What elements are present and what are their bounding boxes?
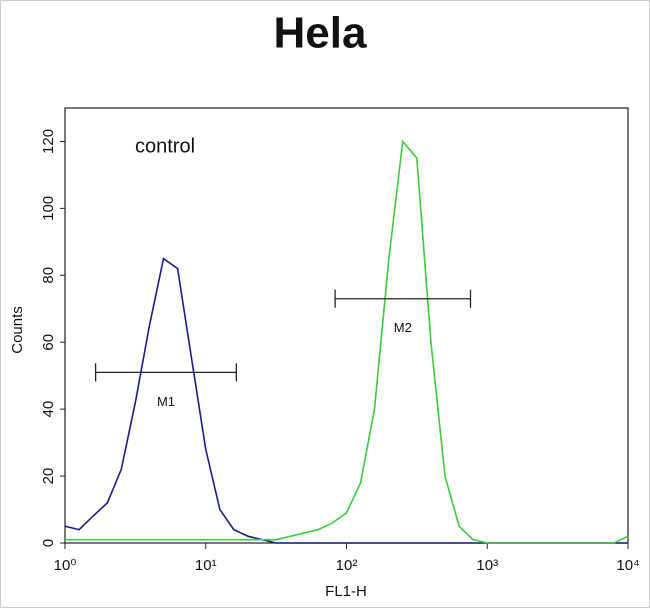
x-tick-label: 10⁰	[54, 557, 77, 574]
x-tick-label: 10²	[336, 557, 358, 574]
y-tick-label: 80	[40, 267, 57, 284]
y-tick-label: 60	[40, 334, 57, 351]
y-tick-label: 120	[40, 129, 57, 154]
y-tick-label: 100	[40, 196, 57, 221]
gate-label: M1	[157, 394, 175, 409]
y-tick-label: 0	[40, 539, 57, 547]
gate-label: M2	[394, 320, 412, 335]
histogram-line	[65, 139, 629, 544]
y-axis-label: Counts	[9, 306, 26, 354]
histogram-line	[64, 257, 628, 544]
annotation: control	[135, 135, 195, 157]
y-tick-label: 40	[40, 401, 57, 418]
chart-title: Hela	[274, 9, 367, 58]
x-tick-label: 10³	[476, 557, 498, 574]
x-tick-label: 10¹	[195, 557, 217, 574]
x-tick-label: 10⁴	[616, 557, 639, 574]
x-axis-label: FL1-H	[325, 583, 367, 600]
y-tick-label: 20	[40, 468, 57, 485]
